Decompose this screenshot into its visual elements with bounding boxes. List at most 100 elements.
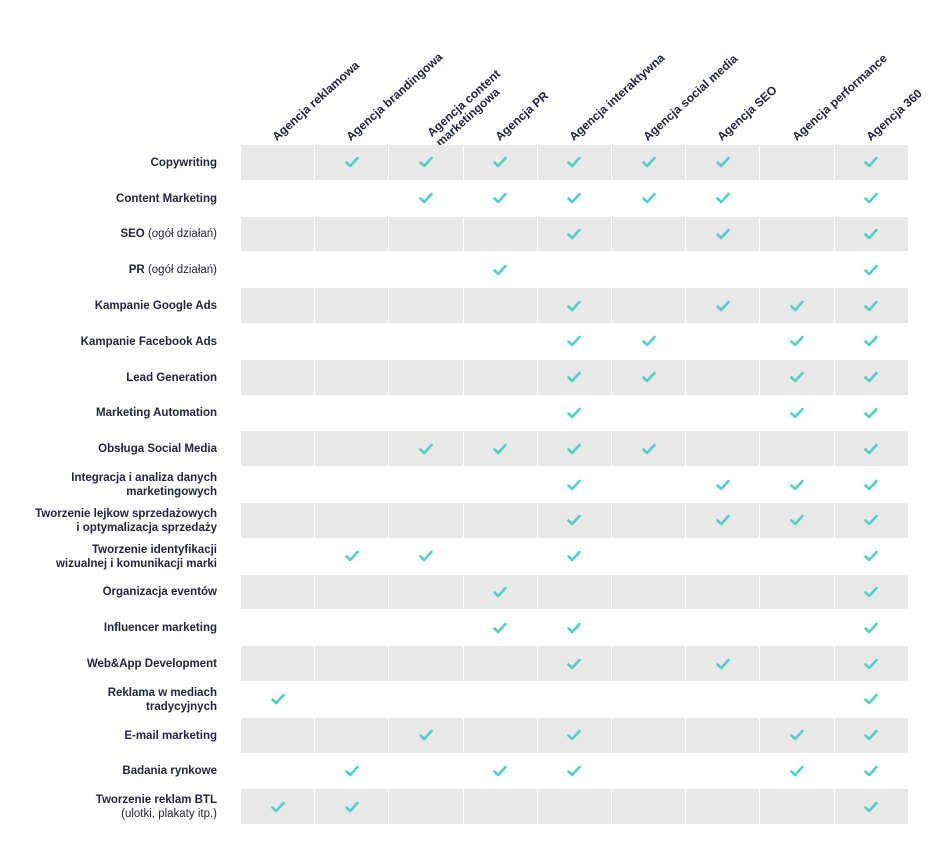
row-label-line: Tworzenie reklam BTL [96, 793, 217, 807]
matrix-cell [315, 145, 389, 180]
matrix-cell [834, 538, 908, 574]
matrix-cell [537, 503, 611, 538]
matrix-cell [686, 789, 760, 825]
matrix-cell [537, 145, 611, 180]
matrix-cell [686, 145, 760, 180]
matrix-cell [537, 717, 611, 753]
matrix-cell [241, 610, 315, 646]
matrix-cell [612, 216, 686, 252]
matrix-cell [686, 324, 760, 359]
matrix-cell [241, 574, 315, 610]
matrix-cell [686, 288, 760, 323]
row-label-text: Obsługa Social Media [98, 443, 217, 456]
matrix-cell [537, 753, 611, 789]
check-icon [790, 300, 804, 311]
matrix-cell [315, 646, 389, 681]
check-icon [419, 550, 433, 562]
matrix-cell [315, 467, 389, 502]
check-icon [715, 479, 730, 490]
matrix-cell [389, 753, 463, 789]
matrix-cell [612, 538, 686, 574]
check-icon [270, 694, 285, 705]
matrix-cell [537, 467, 611, 502]
matrix-cell [463, 431, 537, 467]
check-icon [641, 157, 656, 168]
matrix-cell [686, 610, 760, 646]
check-icon [715, 157, 730, 168]
row-label-text: Copywriting [150, 156, 217, 169]
matrix-cell [834, 180, 908, 216]
matrix-cell [686, 682, 760, 717]
row-label: SEO (ogół działań) [0, 217, 217, 253]
matrix-cell [686, 216, 760, 252]
matrix-cell [760, 610, 834, 646]
row-label-line: Organizacja eventów [103, 585, 217, 599]
matrix-cell [537, 252, 611, 288]
check-icon [567, 407, 582, 419]
matrix-cell [315, 180, 389, 216]
matrix-cell [389, 682, 463, 717]
row-label-text: PR [128, 264, 145, 277]
check-icon [567, 658, 582, 669]
check-icon [419, 192, 433, 204]
check-icon [790, 479, 804, 490]
row-label: Marketing Automation [0, 396, 217, 432]
matrix-cell [760, 646, 834, 681]
column-header: Agencja PR [492, 89, 551, 144]
matrix-cell [537, 789, 611, 825]
matrix-cell [834, 503, 908, 538]
row-label: Tworzenie reklam BTL (ulotki, plakaty itp… [0, 789, 217, 825]
check-icon [493, 586, 507, 598]
matrix-cell [389, 467, 463, 502]
check-icon [493, 157, 507, 168]
check-icon [864, 336, 878, 347]
matrix-cell [834, 288, 908, 323]
check-icon [641, 192, 656, 204]
matrix-cell [315, 574, 389, 610]
matrix-cell [612, 717, 686, 753]
matrix-cell [612, 431, 686, 467]
row-label: Web&App Development [0, 646, 217, 682]
check-icon [790, 729, 804, 741]
matrix-cell [463, 467, 537, 502]
matrix-cell [760, 538, 834, 574]
matrix-cell [315, 717, 389, 753]
row-label: Badania rynkowe [0, 754, 217, 790]
row-label: Content Marketing [0, 181, 217, 217]
row-label-text: Content Marketing [116, 192, 217, 205]
row-label: Kampanie Google Ads [0, 288, 217, 324]
check-icon [419, 157, 433, 168]
check-icon [864, 550, 878, 562]
matrix-cell [241, 682, 315, 717]
row-label-text: Kampanie Facebook Ads [80, 335, 217, 348]
row-label-line: E-mail marketing [124, 729, 217, 743]
matrix-cell [389, 395, 463, 431]
row-label-text: Organizacja eventów [102, 586, 217, 599]
row-label-line: Copywriting [151, 156, 217, 170]
check-icon [567, 300, 582, 311]
matrix-cell [537, 574, 611, 610]
matrix-cell [241, 503, 315, 538]
check-icon [790, 371, 804, 383]
check-icon [790, 336, 804, 347]
check-icon [790, 765, 804, 777]
row-label-line: i optymalizacja sprzedaży [76, 521, 217, 535]
matrix-cell [315, 324, 389, 359]
matrix-cell [686, 180, 760, 216]
matrix-cell [834, 789, 908, 825]
row-label: Integracja i analiza danych marketingowyc… [0, 467, 217, 503]
check-icon [641, 443, 656, 455]
row-label-text: Influencer marketing [103, 622, 217, 635]
check-icon [864, 228, 878, 240]
row-label-line: Content Marketing [116, 192, 217, 206]
check-icon [567, 192, 582, 204]
matrix-cell [612, 503, 686, 538]
matrix-cell [834, 252, 908, 288]
check-icon [790, 515, 804, 526]
matrix-cell [537, 395, 611, 431]
check-icon [493, 192, 507, 204]
matrix-cell [389, 610, 463, 646]
matrix-cell [760, 682, 834, 717]
matrix-cell [241, 288, 315, 323]
